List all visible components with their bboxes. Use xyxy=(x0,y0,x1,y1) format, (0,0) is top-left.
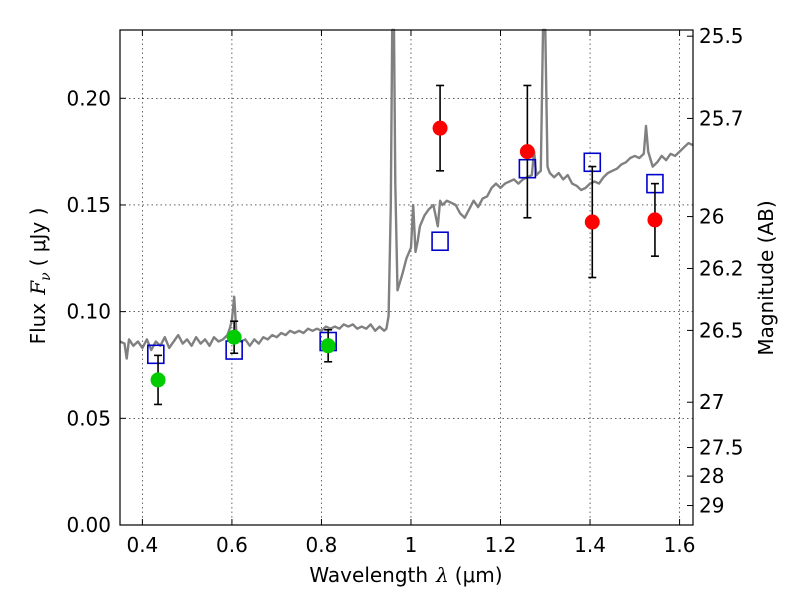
photometry-point xyxy=(519,144,535,160)
x-tick-label: 0.4 xyxy=(126,533,158,557)
y-tick-label: 0.15 xyxy=(66,193,111,217)
spectrum-line xyxy=(119,28,694,360)
y-tick-label: 0.20 xyxy=(66,86,111,110)
mag-tick-label: 26 xyxy=(699,205,724,229)
y-tick-label: 0.00 xyxy=(66,513,111,537)
y-axis-title: FluxFν( μJy ) xyxy=(26,208,54,345)
model-photometry-square xyxy=(147,344,165,365)
mag-tick-label: 25.7 xyxy=(699,106,744,130)
y-tick-label: 0.05 xyxy=(66,406,111,430)
model-photometry-square xyxy=(431,231,449,252)
photometry-point xyxy=(584,214,600,230)
x-tick-label: 1 xyxy=(405,533,418,557)
plot-frame xyxy=(119,29,694,526)
mag-tick-label: 27.5 xyxy=(699,436,744,460)
mag-tick-label: 28 xyxy=(699,464,724,488)
x-tick-label: 1.4 xyxy=(574,533,606,557)
spectrum-layer xyxy=(119,28,694,360)
mag-tick-label: 27 xyxy=(699,390,724,414)
mag-tick-label: 29 xyxy=(699,494,724,518)
mag-tick-label: 26.5 xyxy=(699,318,744,342)
photometry-point xyxy=(150,372,166,388)
x-axis-title: Wavelength λ (μm) xyxy=(309,563,502,587)
y-tick-label: 0.10 xyxy=(66,300,111,324)
marker-layer xyxy=(147,84,664,406)
axis-ticks: 0.4 0.6 0.8 1 1.2 1.4 1.6 0.00 0.05 0.10 0.15 0.20 2… xyxy=(66,24,743,557)
photometry-point xyxy=(226,329,242,345)
x-tick-label: 0.8 xyxy=(306,533,338,557)
x-tick-label: 0.6 xyxy=(216,533,248,557)
photometry-point xyxy=(320,338,336,354)
x-tick-label: 1.2 xyxy=(485,533,517,557)
mag-tick-label: 26.2 xyxy=(699,256,744,280)
x-tick-label: 1.6 xyxy=(664,533,696,557)
y2-axis-title: Magnitude (AB) xyxy=(754,200,778,355)
grid xyxy=(120,30,693,526)
mag-tick-label: 25.5 xyxy=(699,24,744,48)
photometry-point xyxy=(432,120,448,136)
photometry-point xyxy=(647,212,663,228)
